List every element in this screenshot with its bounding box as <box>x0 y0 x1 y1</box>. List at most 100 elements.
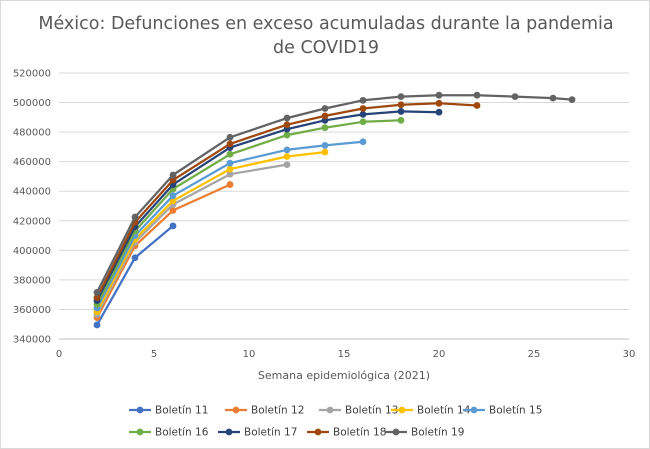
series-line <box>96 150 326 313</box>
chart-title-line2: de COVID19 <box>273 38 379 58</box>
data-point <box>397 116 405 124</box>
y-tick-label: 480000 <box>13 128 51 139</box>
legend-label: Boletín 19 <box>411 427 464 439</box>
legend-item: Boletín 11 <box>129 405 208 417</box>
legend-item: Boletín 15 <box>463 405 542 417</box>
data-point <box>359 110 367 118</box>
data-point <box>169 222 177 230</box>
data-point <box>435 108 443 116</box>
data-point <box>169 207 177 214</box>
x-tick-label: 5 <box>151 349 157 360</box>
legend-label: Boletín 15 <box>489 405 542 417</box>
y-tick-label: 360000 <box>13 305 51 316</box>
legend-marker <box>392 428 400 436</box>
y-tick-label: 380000 <box>13 275 51 286</box>
data-point <box>321 112 329 120</box>
legend-marker <box>232 406 240 414</box>
x-tick-label: 15 <box>338 349 351 360</box>
data-point <box>283 146 291 154</box>
series-2 <box>93 181 234 321</box>
data-point <box>93 294 101 302</box>
series-line <box>96 183 231 319</box>
x-tick-label: 0 <box>56 349 62 360</box>
series-9 <box>93 91 576 296</box>
data-point <box>169 171 177 179</box>
legend-label: Boletín 13 <box>345 405 398 417</box>
data-point <box>283 114 291 122</box>
data-point <box>473 91 481 99</box>
data-point <box>549 94 557 102</box>
data-point <box>93 321 101 329</box>
data-point <box>283 131 291 139</box>
data-point <box>321 124 329 132</box>
series-line <box>95 102 478 299</box>
legend-marker <box>136 406 144 414</box>
legend-marker <box>314 428 322 436</box>
data-point <box>397 108 405 115</box>
legend-marker <box>136 428 144 436</box>
y-tick-label: 460000 <box>13 157 51 168</box>
legend-item: Boletín 12 <box>225 405 304 417</box>
y-tick-label: 520000 <box>13 69 51 80</box>
legend-label: Boletín 17 <box>244 427 297 439</box>
data-point <box>283 161 291 169</box>
legend-label: Boletín 14 <box>417 405 471 417</box>
legend-item: Boletín 14 <box>391 405 471 417</box>
y-tick-label: 440000 <box>13 187 51 198</box>
legend-item: Boletín 18 <box>307 427 386 439</box>
legend-marker <box>225 428 233 436</box>
legend-item: Boletín 16 <box>129 427 209 439</box>
series-1 <box>93 222 177 329</box>
data-point <box>226 181 234 188</box>
x-tick-label: 10 <box>243 349 256 360</box>
legend-label: Boletín 11 <box>155 405 208 417</box>
series-8 <box>93 99 481 302</box>
legend: Boletín 11 Boletín 12 Boletín 13 Boletín 14… <box>129 405 542 439</box>
legend-item: Boletín 19 <box>385 427 464 439</box>
legend-marker <box>470 406 478 414</box>
data-point <box>321 142 329 149</box>
x-tick-label: 20 <box>433 349 446 360</box>
legend-item: Boletín 17 <box>218 427 297 439</box>
y-axis-ticks: 340000 360000 380000 400000 420000 440000 4600… <box>13 69 51 346</box>
data-point <box>131 254 139 262</box>
series-4 <box>93 148 329 316</box>
data-point <box>93 289 101 296</box>
legend-label: Boletín 12 <box>251 405 304 417</box>
data-point <box>473 102 481 109</box>
series-line <box>96 119 402 305</box>
legend-label: Boletín 18 <box>333 427 386 439</box>
legend-marker <box>398 406 406 414</box>
data-point <box>435 99 443 107</box>
data-point <box>359 118 367 126</box>
data-point <box>226 140 234 148</box>
data-point <box>359 96 367 104</box>
chart-title-line1: México: Defunciones en exceso acumuladas… <box>38 14 613 34</box>
data-point <box>397 93 405 101</box>
data-point <box>568 96 576 103</box>
data-point <box>131 213 139 221</box>
data-point <box>511 93 519 101</box>
x-axis-ticks: 0 5 10 15 20 25 30 <box>56 349 636 360</box>
y-tick-label: 420000 <box>13 216 51 227</box>
x-tick-label: 30 <box>623 349 636 360</box>
legend-item: Boletín 13 <box>319 405 398 417</box>
data-point <box>226 150 234 158</box>
data-point <box>321 105 329 112</box>
data-point <box>435 91 443 99</box>
legend-label: Boletín 16 <box>155 427 209 439</box>
y-tick-label: 500000 <box>13 98 51 109</box>
series-group <box>93 91 576 329</box>
data-point <box>226 159 234 167</box>
data-point <box>283 153 291 160</box>
data-point <box>226 165 234 173</box>
x-axis-label: Semana epidemiológica (2021) <box>258 369 430 382</box>
y-tick-label: 400000 <box>13 246 51 257</box>
data-point <box>226 133 234 141</box>
data-point <box>359 138 367 146</box>
data-point <box>359 105 367 112</box>
data-point <box>169 192 177 200</box>
y-tick-label: 340000 <box>13 335 51 346</box>
